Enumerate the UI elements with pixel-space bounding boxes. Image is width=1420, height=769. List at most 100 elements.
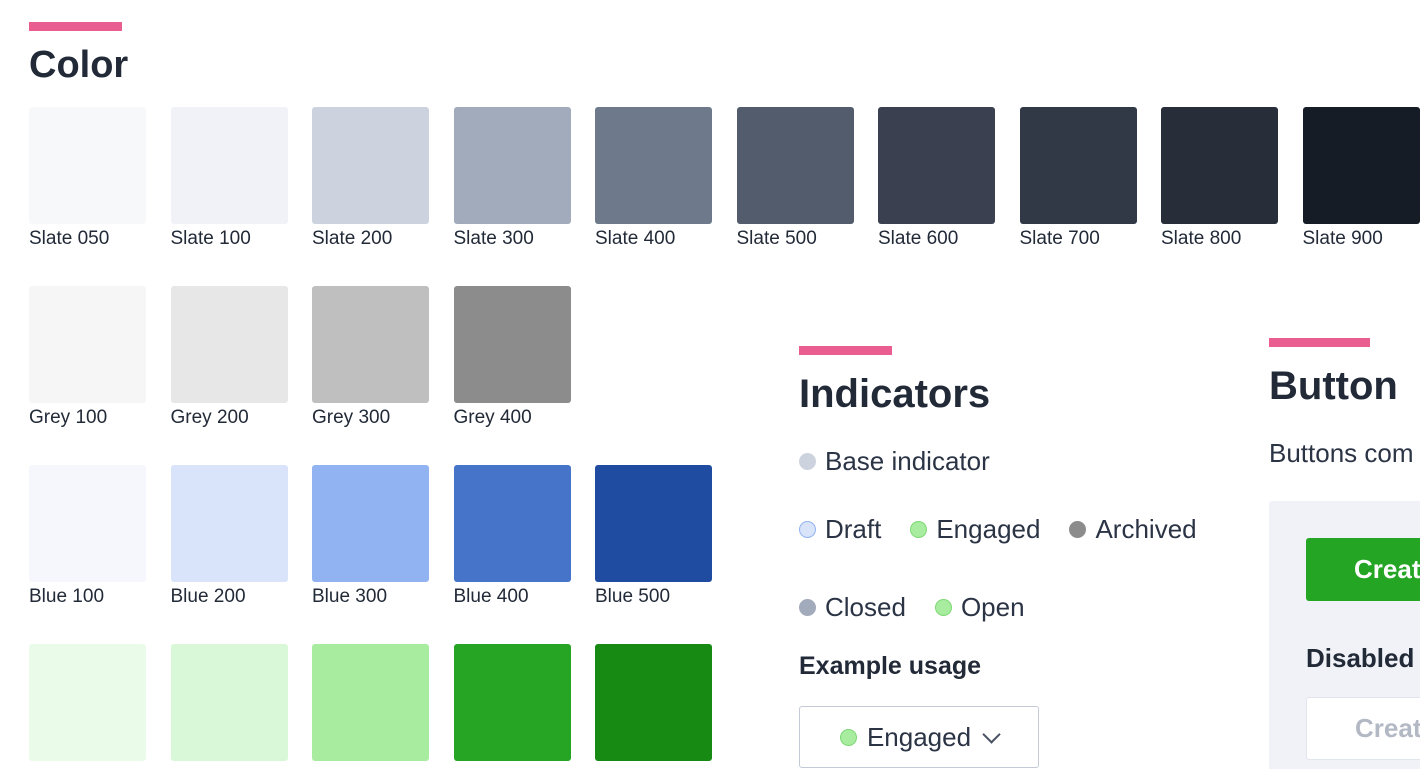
indicator-open: Open	[934, 592, 1025, 623]
color-swatch	[453, 465, 571, 582]
indicator-label: Open	[960, 592, 1025, 622]
indicator-archived: Archived	[1069, 514, 1197, 545]
color-swatch	[595, 107, 712, 224]
color-swatch	[453, 107, 571, 224]
swatch-item: Slate 200	[312, 107, 429, 250]
color-swatch	[170, 286, 288, 403]
indicator-draft: Draft	[799, 514, 881, 545]
color-swatch	[170, 465, 288, 582]
color-swatch	[312, 465, 429, 582]
swatch-label: Blue 400	[453, 586, 529, 607]
button-description: Buttons com	[1269, 438, 1414, 468]
color-swatch	[170, 107, 288, 224]
indicator-label: Closed	[825, 592, 906, 622]
color-section-title: Color	[29, 44, 129, 86]
swatch-label: Blue 300	[312, 586, 388, 607]
indicator-label: Engaged	[936, 514, 1041, 544]
swatch-label: Slate 050	[29, 228, 110, 249]
swatch-item: Slate 050	[29, 107, 146, 250]
color-swatch	[736, 107, 854, 224]
swatch-label: Grey 300	[312, 407, 391, 428]
indicator-dot-icon	[1069, 521, 1087, 538]
indicator-engaged: Engaged	[910, 514, 1040, 545]
indicators-accent-bar	[799, 346, 892, 355]
swatch-label: Slate 500	[736, 228, 817, 249]
indicator-dot-icon	[799, 521, 816, 538]
indicator-row-base: Base indicator	[799, 446, 1019, 477]
color-swatch	[595, 644, 712, 761]
engaged-dot-icon	[839, 728, 857, 746]
swatch-label: Slate 600	[878, 228, 959, 249]
swatch-item: Grey 400	[453, 286, 571, 429]
swatch-label: Slate 800	[1161, 228, 1242, 249]
swatch-item: Grey 300	[312, 286, 429, 429]
swatch-item: Grey 200	[170, 286, 288, 429]
swatch-label: Slate 100	[170, 228, 251, 249]
swatch-row: Slate 050 Slate 100 Slate 200 Slate 300 Slat…	[29, 107, 1420, 250]
color-swatch	[29, 107, 146, 224]
color-swatch	[312, 644, 429, 761]
swatch-item: Slate 900	[1302, 107, 1420, 250]
color-swatch	[29, 644, 146, 761]
swatch-label: Blue 100	[29, 586, 105, 607]
swatch-label: Grey 200	[170, 407, 249, 428]
swatch-label: Blue 200	[170, 586, 246, 607]
color-swatch	[595, 465, 712, 582]
swatch-label: Grey 400	[453, 407, 532, 428]
swatch-item: Slate 100	[170, 107, 288, 250]
swatch-item: Blue 100	[29, 465, 146, 608]
create-button-disabled: Creat	[1306, 697, 1420, 760]
swatch-item: Slate 700	[1019, 107, 1137, 250]
chevron-down-icon	[982, 724, 1001, 744]
status-select[interactable]: Engaged	[799, 706, 1039, 768]
swatch-label: Grey 100	[29, 407, 108, 428]
color-swatch	[1302, 107, 1420, 224]
color-swatch	[29, 286, 146, 403]
example-usage-heading: Example usage	[799, 652, 982, 680]
indicators-section-title: Indicators	[799, 372, 991, 416]
indicator-dot-icon	[934, 599, 952, 616]
swatch-item: Slate 600	[878, 107, 995, 250]
swatch-item: Blue 400	[453, 465, 571, 608]
indicator-label: Draft	[825, 514, 882, 544]
disabled-heading: Disabled	[1306, 643, 1415, 673]
color-swatch	[453, 286, 571, 403]
indicator-closed: Closed	[799, 592, 906, 623]
color-swatch	[453, 644, 571, 761]
status-select-value: Engaged	[866, 721, 972, 752]
swatch-label: Slate 300	[453, 228, 534, 249]
swatch-row: Grey 100 Grey 200 Grey 300 Grey 400	[29, 286, 595, 429]
swatch-item: Slate 400	[595, 107, 712, 250]
swatch-item: Blue 200	[170, 465, 288, 608]
indicator-label: Base indicator	[825, 446, 990, 476]
swatch-row: Blue 100 Blue 200 Blue 300 Blue 400 Blue 500	[29, 465, 737, 608]
swatch-label: Blue 500	[595, 586, 671, 607]
color-swatch	[312, 107, 429, 224]
color-swatch	[1161, 107, 1278, 224]
swatch-label: Slate 700	[1019, 228, 1100, 249]
swatch-row	[29, 644, 737, 765]
swatch-item	[170, 644, 288, 765]
color-swatch	[312, 286, 429, 403]
indicator-dot-icon	[799, 599, 816, 616]
color-accent-bar	[29, 22, 122, 31]
swatch-item: Slate 300	[453, 107, 571, 250]
create-button[interactable]: Creat	[1306, 538, 1420, 601]
indicator-dot-icon	[799, 453, 816, 470]
swatch-item	[29, 644, 146, 765]
swatch-label: Slate 900	[1302, 228, 1383, 249]
indicator-row-state: Closed Open	[799, 592, 1054, 623]
swatch-item	[595, 644, 712, 765]
color-swatch	[878, 107, 995, 224]
swatch-item: Slate 500	[736, 107, 854, 250]
color-swatch	[29, 465, 146, 582]
button-section-title: Button	[1269, 364, 1398, 408]
color-swatch	[1019, 107, 1137, 224]
indicator-label: Archived	[1095, 514, 1197, 544]
indicator-row-status: Draft Engaged Archived	[799, 514, 1226, 545]
swatch-label: Slate 200	[312, 228, 393, 249]
button-accent-bar	[1269, 338, 1370, 347]
swatch-item: Slate 800	[1161, 107, 1278, 250]
indicator-base: Base indicator	[799, 446, 990, 477]
